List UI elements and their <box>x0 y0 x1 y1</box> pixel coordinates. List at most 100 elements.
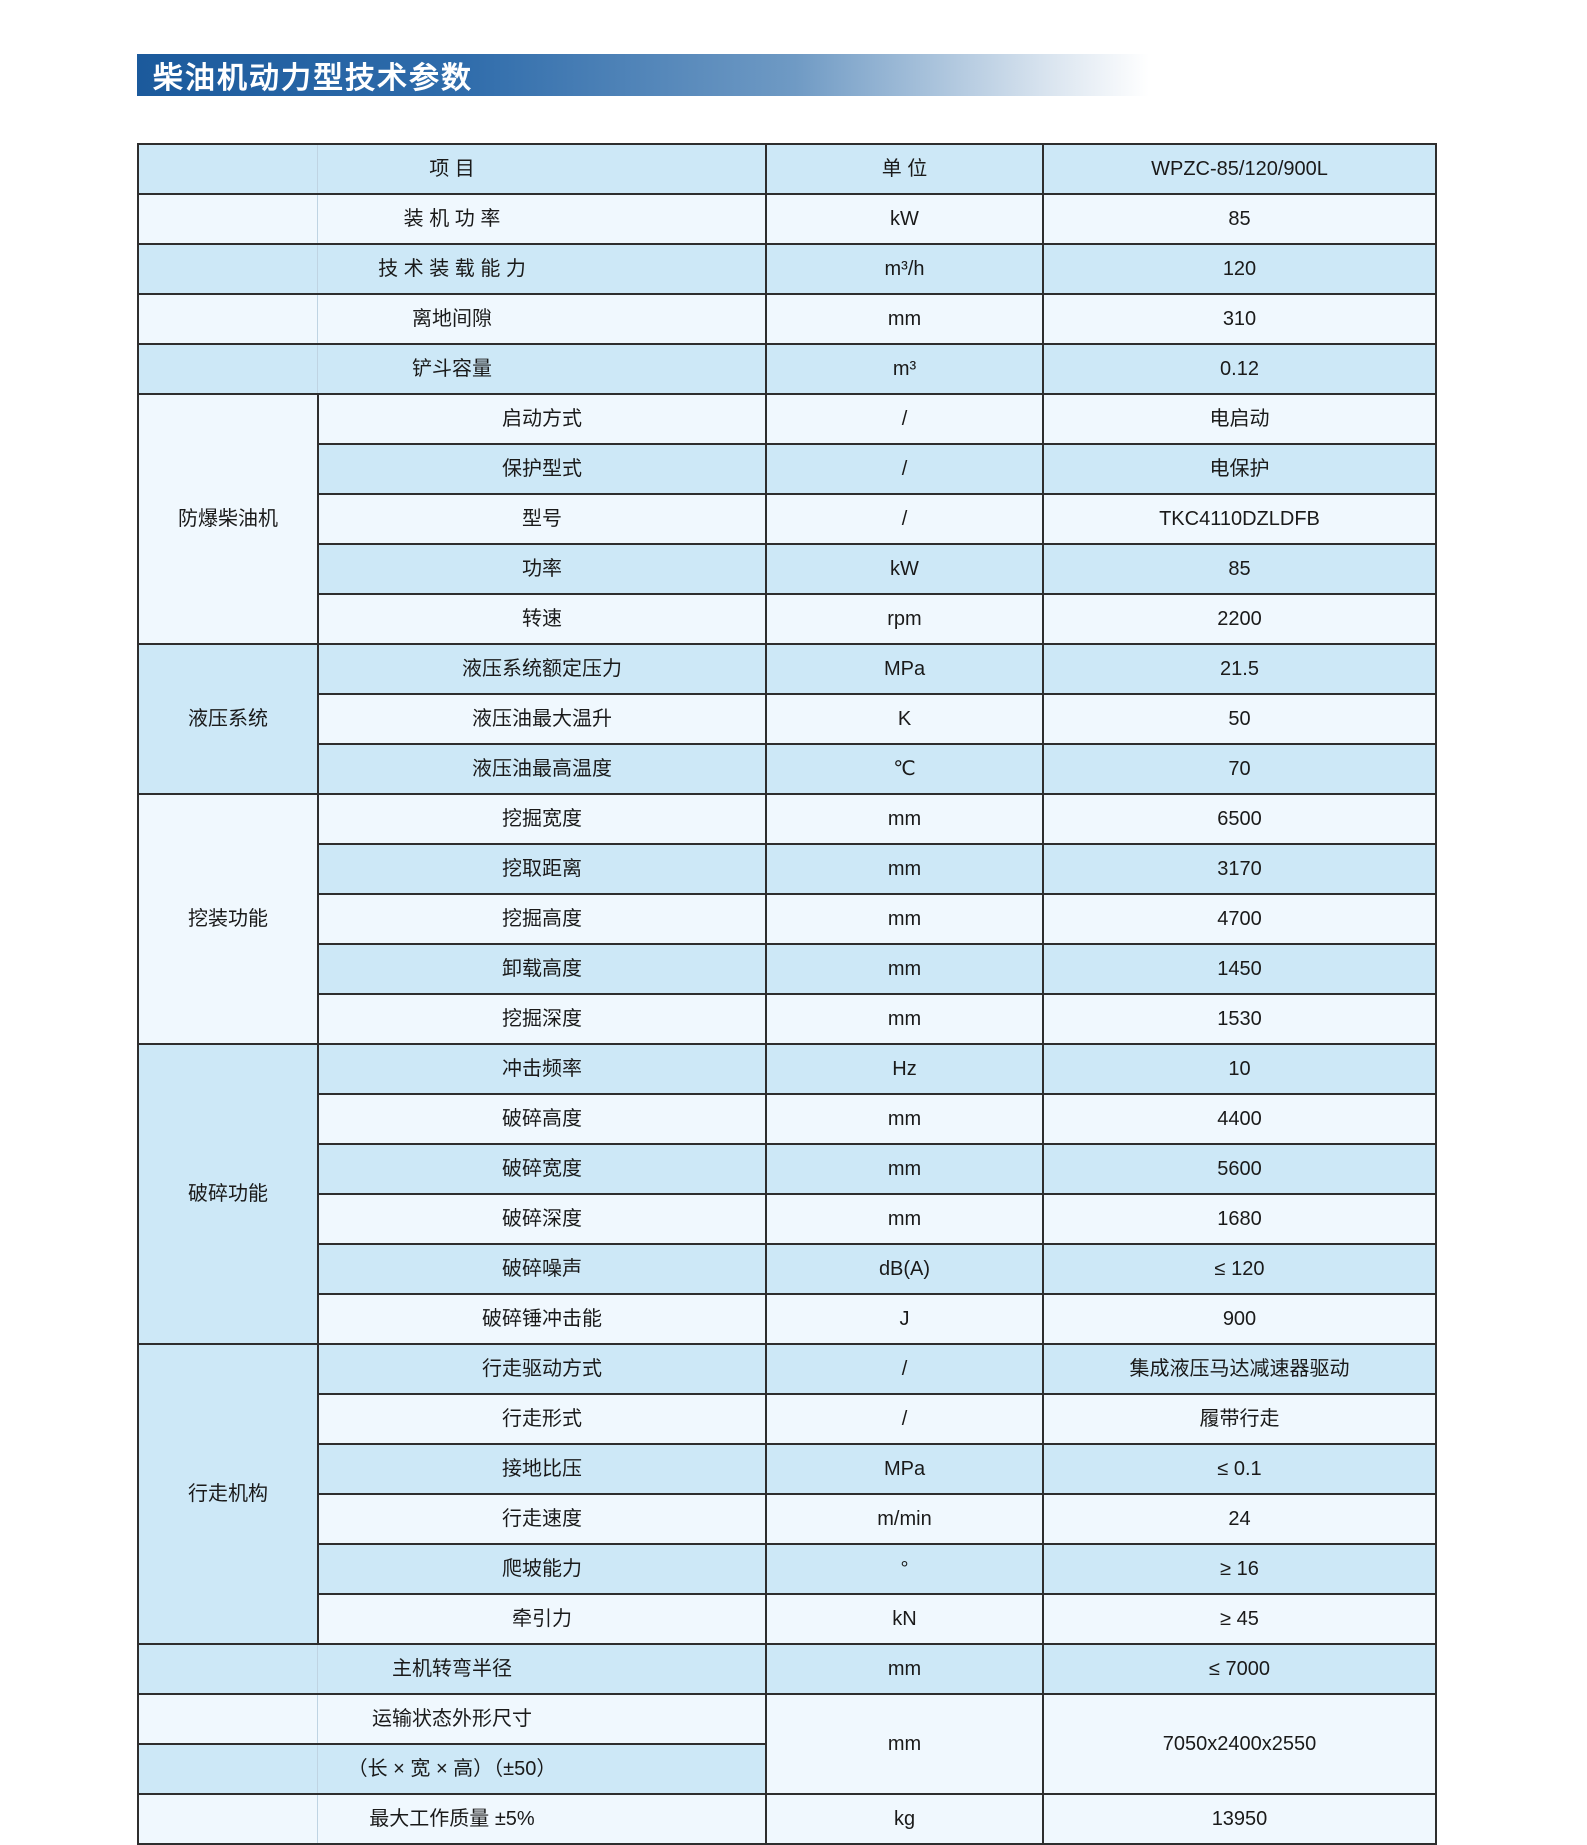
item-cell: 功率 <box>317 543 767 595</box>
item-cell: 铲斗容量 <box>137 343 767 395</box>
table-row: 运输状态外形尺寸 mm 7050x2400x2550 <box>137 1693 1437 1795</box>
value-cell: 24 <box>1042 1493 1437 1545</box>
unit-cell: mm <box>765 843 1044 895</box>
unit-cell: mm <box>765 1143 1044 1195</box>
item-cell: 破碎深度 <box>317 1193 767 1245</box>
item-cell: 行走速度 <box>317 1493 767 1545</box>
value-cell: 集成液压马达减速器驱动 <box>1042 1343 1437 1395</box>
item-cell: 破碎锤冲击能 <box>317 1293 767 1345</box>
value-cell: 50 <box>1042 693 1437 745</box>
unit-cell: mm <box>765 943 1044 995</box>
value-cell: TKC4110DZLDFB <box>1042 493 1437 545</box>
table-row: 接地比压 MPa ≤ 0.1 <box>138 1443 1437 1495</box>
item-cell: 接地比压 <box>317 1443 767 1495</box>
group-cell: 挖装功能 <box>137 793 319 1045</box>
value-cell: 85 <box>1042 193 1437 245</box>
value-cell: 6500 <box>1042 793 1437 845</box>
value-cell: ≥ 45 <box>1042 1593 1437 1645</box>
value-cell: 履带行走 <box>1042 1393 1437 1445</box>
table-row: 技 术 装 载 能 力 m³/h 120 <box>137 243 1437 295</box>
value-cell: 310 <box>1042 293 1437 345</box>
unit-cell: mm <box>765 1093 1044 1145</box>
group-cell: 破碎功能 <box>137 1043 319 1345</box>
unit-cell: / <box>765 393 1044 445</box>
unit-cell: J <box>765 1293 1044 1345</box>
item-cell: 主机转弯半径 <box>137 1643 767 1695</box>
item-cell: 离地间隙 <box>137 293 767 345</box>
item-cell: 技 术 装 载 能 力 <box>137 243 767 295</box>
unit-cell: mm <box>765 1643 1044 1695</box>
header-model-cell: WPZC-85/120/900L <box>1042 143 1437 195</box>
table-header-row: 项 目 单 位 WPZC-85/120/900L <box>137 143 1437 195</box>
table-row: 破碎深度 mm 1680 <box>138 1193 1437 1245</box>
item-cell: 最大工作质量 ±5% <box>137 1793 767 1845</box>
table-row: 保护型式 / 电保护 <box>138 443 1437 495</box>
table-row: 破碎锤冲击能 J 900 <box>138 1293 1437 1345</box>
table-row: 卸载高度 mm 1450 <box>138 943 1437 995</box>
value-cell: 1530 <box>1042 993 1437 1045</box>
table-row: 液压油最大温升 K 50 <box>138 693 1437 745</box>
table-row: 牵引力 kN ≥ 45 <box>138 1593 1437 1645</box>
unit-cell: kW <box>765 543 1044 595</box>
table-row: 液压油最高温度 ℃ 70 <box>138 743 1437 795</box>
table-row: 爬坡能力 ° ≥ 16 <box>138 1543 1437 1595</box>
unit-cell: ° <box>765 1543 1044 1595</box>
item-cell: 液压油最高温度 <box>317 743 767 795</box>
table-row: 装 机 功 率 kW 85 <box>137 193 1437 245</box>
header-item-cell: 项 目 <box>137 143 767 195</box>
group-cell: 行走机构 <box>137 1343 319 1645</box>
value-cell: 900 <box>1042 1293 1437 1345</box>
spec-table: 项 目 单 位 WPZC-85/120/900L 装 机 功 率 kW 85 技… <box>137 143 1437 1845</box>
page-title-bar: 柴油机动力型技术参数 <box>137 54 1149 96</box>
table-row: （长 × 宽 × 高）（±50） <box>137 1743 1436 1795</box>
unit-cell: MPa <box>765 643 1044 695</box>
value-cell: ≤ 120 <box>1042 1243 1437 1295</box>
unit-cell: mm <box>765 893 1044 945</box>
unit-cell: mm <box>765 793 1044 845</box>
table-row: 破碎宽度 mm 5600 <box>138 1143 1437 1195</box>
table-row: 破碎高度 mm 4400 <box>138 1093 1437 1145</box>
value-cell: 电启动 <box>1042 393 1437 445</box>
item-cell: 牵引力 <box>317 1593 767 1645</box>
table-row: 挖掘深度 mm 1530 <box>138 993 1437 1045</box>
item-cell: 冲击频率 <box>317 1043 767 1095</box>
value-cell: 1680 <box>1042 1193 1437 1245</box>
item-cell: （长 × 宽 × 高）（±50） <box>137 1743 767 1795</box>
unit-cell: / <box>765 1393 1044 1445</box>
table-row: 行走机构 行走驱动方式 / 集成液压马达减速器驱动 <box>137 1343 1437 1645</box>
item-cell: 行走驱动方式 <box>317 1343 767 1395</box>
item-cell: 挖掘深度 <box>317 993 767 1045</box>
table-row: 挖取距离 mm 3170 <box>138 843 1437 895</box>
table-row: 液压系统 液压系统额定压力 MPa 21.5 <box>137 643 1437 795</box>
value-cell: 3170 <box>1042 843 1437 895</box>
value-cell: 0.12 <box>1042 343 1437 395</box>
unit-cell: m³/h <box>765 243 1044 295</box>
value-cell: 85 <box>1042 543 1437 595</box>
value-cell: ≥ 16 <box>1042 1543 1437 1595</box>
item-cell: 液压系统额定压力 <box>317 643 767 695</box>
table-row: 挖掘高度 mm 4700 <box>138 893 1437 945</box>
value-cell: 120 <box>1042 243 1437 295</box>
value-cell: 21.5 <box>1042 643 1437 695</box>
header-unit-cell: 单 位 <box>765 143 1044 195</box>
unit-cell: Hz <box>765 1043 1044 1095</box>
table-row: 型号 / TKC4110DZLDFB <box>138 493 1437 545</box>
table-row: 破碎噪声 dB(A) ≤ 120 <box>138 1243 1437 1295</box>
value-cell: 电保护 <box>1042 443 1437 495</box>
unit-cell: / <box>765 1343 1044 1395</box>
unit-cell: rpm <box>765 593 1044 645</box>
unit-cell: kg <box>765 1793 1044 1845</box>
value-cell: 4400 <box>1042 1093 1437 1145</box>
table-row: 功率 kW 85 <box>138 543 1437 595</box>
table-row: 行走形式 / 履带行走 <box>138 1393 1437 1445</box>
group-cell: 防爆柴油机 <box>137 393 319 645</box>
value-cell: 13950 <box>1042 1793 1437 1845</box>
unit-cell: / <box>765 443 1044 495</box>
unit-cell: mm <box>765 1193 1044 1245</box>
table-row: 防爆柴油机 启动方式 / 电启动 <box>137 393 1437 645</box>
table-row: 破碎功能 冲击频率 Hz 10 <box>137 1043 1437 1345</box>
value-cell: 4700 <box>1042 893 1437 945</box>
unit-cell: mm <box>765 993 1044 1045</box>
unit-cell: dB(A) <box>765 1243 1044 1295</box>
value-cell: 2200 <box>1042 593 1437 645</box>
